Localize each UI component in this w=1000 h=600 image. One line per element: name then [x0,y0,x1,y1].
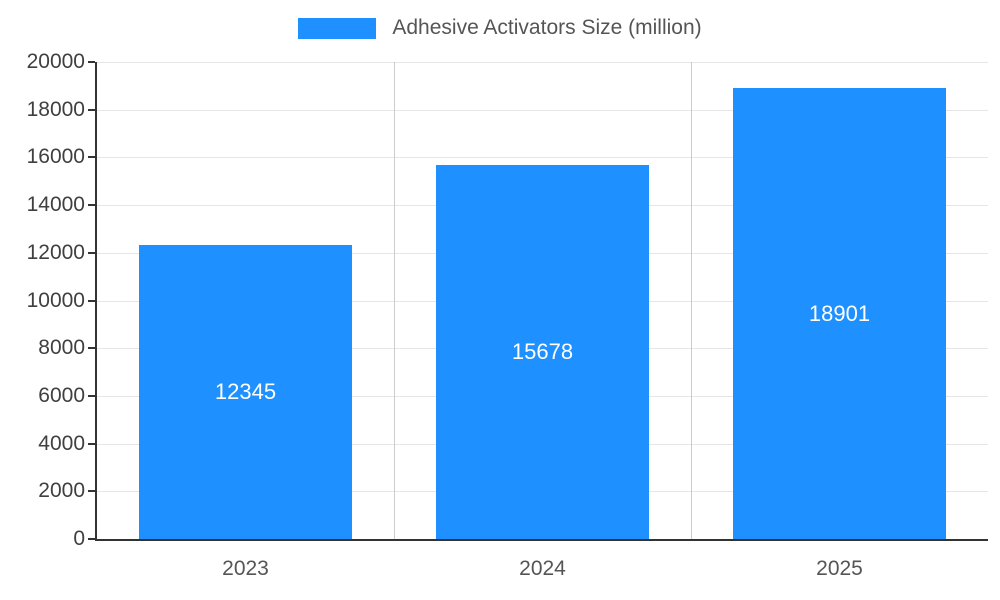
y-axis-label: 12000 [26,240,85,264]
y-axis-label: 14000 [26,193,85,217]
horizontal-gridline [97,62,988,63]
legend-swatch-icon [298,17,377,39]
bar-2024: 15678 [435,165,650,539]
horizontal-gridline [97,157,988,159]
y-axis-label: 4000 [38,431,85,455]
y-axis-tick [88,490,95,493]
y-axis-label: 10000 [26,288,85,312]
y-axis-tick [88,61,95,63]
y-axis-label: 18000 [26,97,85,121]
y-axis-label: 20000 [26,50,85,73]
bar-value-label: 18901 [808,300,871,326]
y-axis-label: 0 [73,527,85,550]
chart-legend: Adhesive Activators Size (million) [0,16,1000,40]
y-axis-tick [88,204,95,207]
legend-label: Adhesive Activators Size (million) [392,16,702,39]
y-axis-tick [88,156,95,159]
x-axis-label: 2023 [222,557,269,580]
y-axis-tick [88,108,95,111]
y-axis-tick [88,251,95,254]
bar-value-label: 15678 [511,339,574,365]
vertical-gridline [394,62,395,539]
x-axis-label: 2024 [519,557,566,580]
x-axis-label: 2025 [816,557,863,580]
y-axis-tick [88,347,95,350]
vertical-gridline [691,62,692,539]
y-axis-label: 16000 [26,145,85,169]
y-axis-tick [88,538,95,540]
horizontal-gridline [97,109,988,111]
y-axis-tick [88,442,95,445]
y-axis-label: 8000 [38,336,85,360]
y-axis-label: 6000 [38,383,85,407]
bar-2023: 12345 [138,244,353,539]
y-axis-label: 2000 [38,479,85,503]
bar-2025: 18901 [732,88,947,539]
plot-area: 0 2000 4000 6000 8000 10000 12000 14000 16000 180… [27,50,988,580]
y-axis-tick [88,299,95,302]
y-axis-tick [88,394,95,397]
bar-value-label: 12345 [214,378,277,404]
